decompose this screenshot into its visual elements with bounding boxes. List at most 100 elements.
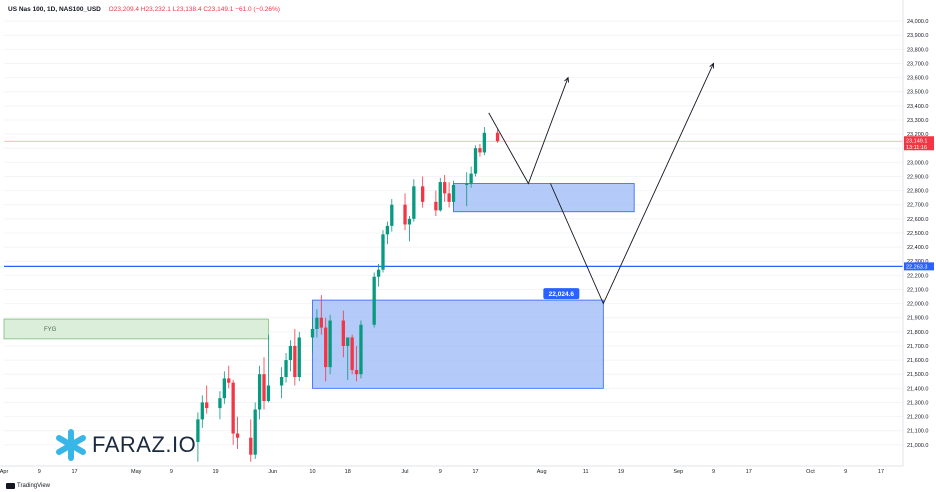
- y-tick-label: 21,300.0: [907, 400, 928, 406]
- y-tick-label: 23,700.0: [907, 61, 928, 67]
- brand-name: FARAZ.IO: [92, 432, 197, 457]
- y-tick-label: 22,600.0: [907, 217, 928, 223]
- demand-zone: [312, 299, 604, 389]
- x-tick-label: 19: [618, 469, 624, 475]
- projection-path: [488, 77, 569, 185]
- y-tick-label: 24,000.0: [907, 19, 928, 25]
- zone-price-label: 22,024.6: [549, 291, 575, 298]
- hline-price-text: 22,263.3: [906, 264, 927, 270]
- projection-paths: [488, 62, 715, 305]
- candle-body: [451, 184, 456, 202]
- tradingview-icon: [6, 483, 15, 489]
- candle-body: [482, 132, 487, 153]
- x-tick-label: Aug: [537, 469, 547, 475]
- candle-body: [200, 402, 204, 420]
- current-price-text: 23,149.1: [906, 138, 927, 144]
- candle-body: [257, 374, 262, 410]
- candle-body: [438, 182, 442, 211]
- y-tick-label: 21,400.0: [907, 386, 928, 392]
- candle-body: [381, 234, 385, 270]
- candle-body: [434, 201, 438, 211]
- candle-body: [262, 374, 266, 402]
- countdown-text: 13:11:16: [906, 145, 927, 151]
- y-tick-label: 21,100.0: [907, 429, 928, 435]
- projection-arrowhead: [709, 62, 715, 69]
- y-tick-label: 23,800.0: [907, 47, 928, 53]
- candle-body: [253, 409, 257, 455]
- y-tick-label: 22,000.0: [907, 302, 928, 308]
- x-tick-label: 9: [844, 469, 847, 475]
- fvg-label: FYG: [44, 327, 57, 333]
- ohlc-readout: O23,209.4 H23,232.1 L23,138.4 C23,149.1 …: [108, 6, 280, 13]
- x-tick-label: Apr: [0, 469, 8, 475]
- x-tick-label: 9: [712, 469, 715, 475]
- candle-body: [288, 345, 293, 361]
- y-tick-label: 23,400.0: [907, 104, 928, 110]
- y-tick-label: 22,500.0: [907, 231, 928, 237]
- x-tick-label: 9: [439, 469, 442, 475]
- candle-body: [443, 182, 447, 194]
- candle-body: [249, 437, 253, 455]
- candle-body: [407, 218, 412, 225]
- hline-price-tag: [904, 262, 934, 271]
- candle-body: [284, 360, 288, 378]
- fvg-zone: [3, 318, 269, 340]
- x-tick-label: 17: [71, 469, 77, 475]
- y-tick-label: 23,600.0: [907, 76, 928, 82]
- x-tick-label: 10: [309, 469, 315, 475]
- y-tick-label: 23,200.0: [907, 132, 928, 138]
- zones-layer: 22,024.6 FYG: [3, 183, 635, 389]
- x-tick-label: 17: [878, 469, 884, 475]
- candle-body: [205, 402, 209, 409]
- candle-body: [315, 317, 319, 329]
- y-tick-label: 21,200.0: [907, 415, 928, 421]
- candle-body: [266, 385, 271, 402]
- zone-price-label-bg: [543, 288, 580, 300]
- candle-body: [279, 377, 284, 386]
- candle-body: [354, 369, 359, 375]
- x-tick-label: 9: [38, 469, 41, 475]
- candle-body: [469, 173, 473, 184]
- y-tick-label: 21,900.0: [907, 316, 928, 322]
- demand-zone: [453, 183, 635, 213]
- x-tick-label: 18: [345, 469, 351, 475]
- tradingview-logo: TradingView: [6, 483, 50, 489]
- candle-body: [390, 204, 394, 226]
- x-tick-label: 17: [472, 469, 478, 475]
- candle-body: [447, 193, 451, 202]
- y-tick-label: 23,000.0: [907, 160, 928, 166]
- candle-body: [346, 337, 350, 346]
- x-tick-label: Oct: [806, 469, 815, 475]
- candle-body: [359, 324, 363, 375]
- projection-arrowhead: [564, 76, 569, 83]
- candle-body: [465, 183, 469, 185]
- candle-body: [341, 320, 345, 346]
- y-tick-label: 22,700.0: [907, 203, 928, 209]
- x-tick-label: 9: [170, 469, 173, 475]
- x-tick-label: 19: [212, 469, 218, 475]
- y-axis: 24,000.0 23,900.0 23,800.0 23,700.0 23,600.0…: [902, 0, 928, 466]
- y-tick-label: 21,700.0: [907, 344, 928, 350]
- candle-body: [376, 269, 381, 277]
- y-tick-label: 22,400.0: [907, 245, 928, 251]
- y-tick-label: 21,600.0: [907, 358, 928, 364]
- brand-watermark: FARAZ.IO: [54, 428, 196, 462]
- y-tick-label: 21,500.0: [907, 372, 928, 378]
- candle-body: [231, 382, 235, 434]
- y-tick-label: 23,300.0: [907, 118, 928, 124]
- candles-layer: [196, 127, 500, 462]
- candle-body: [478, 148, 482, 153]
- candle-body: [297, 337, 301, 378]
- x-tick-label: 17: [746, 469, 752, 475]
- tradingview-label: TradingView: [17, 483, 51, 489]
- y-tick-label: 23,500.0: [907, 90, 928, 96]
- x-tick-label: 11: [583, 469, 589, 475]
- y-tick-label: 22,100.0: [907, 287, 928, 293]
- candle-body: [293, 345, 297, 378]
- candle-body: [372, 276, 376, 325]
- y-tick-label: 22,200.0: [907, 273, 928, 279]
- candle-body: [473, 148, 478, 174]
- brand-asterisk-icon: [56, 429, 86, 461]
- x-tick-label: Sep: [673, 469, 683, 475]
